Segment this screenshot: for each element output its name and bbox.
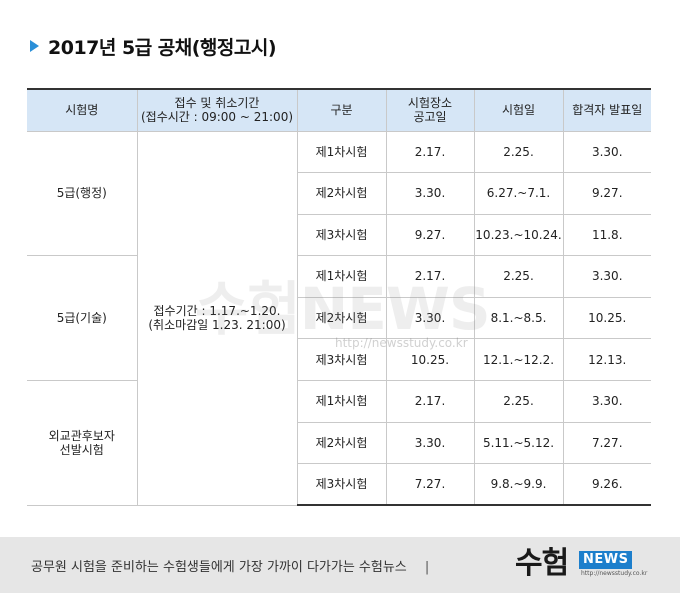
group-name: 5급(기술) xyxy=(56,310,107,325)
group-name-cell: 외교관후보자 선발시험 xyxy=(27,380,138,506)
table-row: 제3차시험 9.27. 10.23.~10.24. 11.8. xyxy=(27,213,651,257)
announce-date-cell: 9.27. xyxy=(562,172,651,215)
table-row: 5급(행정) 접수기간 : 1.17.~1.20. (취소마감일 1.23. 2… xyxy=(27,130,651,506)
registration-period-cell: 접수기간 : 1.17.~1.20. (취소마감일 1.23. 21:00) xyxy=(136,130,298,506)
table-row: 제3차시험 10.25. 12.1.~12.2. 12.13. xyxy=(27,338,651,382)
stage-cell: 제3차시험 xyxy=(297,213,387,257)
header-venue: 시험장소 공고일 xyxy=(385,88,475,132)
exam-date-cell: 2.25. xyxy=(473,255,564,298)
announce-date-cell: 9.26. xyxy=(562,463,651,507)
footer-separator: | xyxy=(424,560,430,575)
announce-date-cell: 12.13. xyxy=(562,338,651,382)
table-row: 외교관후보자 선발시험 제1차시험 2.17. 2.25. 3.30. xyxy=(27,380,651,506)
exam-date-cell: 2.25. xyxy=(473,130,564,174)
logo-news-badge: NEWS xyxy=(579,551,633,569)
stage-cell: 제1차시험 xyxy=(296,130,387,174)
group-name: 5급(행정) xyxy=(56,186,107,201)
header-category: 구분 xyxy=(296,88,387,132)
stage-cell: 제3차시험 xyxy=(297,338,387,382)
announce-date-cell: 7.27. xyxy=(562,421,651,465)
cancel-deadline: (취소마감일 1.23. 21:00) xyxy=(148,318,286,333)
exam-date-cell: 6.27.~7.1. xyxy=(473,172,564,215)
header-period: 접수 및 취소기간 (접수시간 : 09:00 ~ 21:00) xyxy=(136,88,298,132)
site-logo: 수험 NEWS http://newsstudy.co.kr xyxy=(515,547,655,581)
exam-date-cell: 8.1.~8.5. xyxy=(473,296,564,340)
venue-date-cell: 7.27. xyxy=(385,463,475,507)
group-name-line1: 외교관후보자 xyxy=(48,428,115,443)
footer-tagline-wrap: 공무원 시험을 준비하는 수험생들에게 가장 가까이 다가가는 수험뉴스 | xyxy=(31,556,429,575)
header-exam-name: 시험명 xyxy=(27,88,138,132)
logo-main-text: 수험 xyxy=(515,546,569,581)
header-venue-line2: 공고일 xyxy=(413,110,447,125)
logo-url: http://newsstudy.co.kr xyxy=(581,570,648,577)
exam-date-cell: 5.11.~5.12. xyxy=(473,421,564,465)
venue-date-cell: 3.30. xyxy=(385,172,475,215)
venue-date-cell: 2.17. xyxy=(385,380,475,423)
group-name-line2: 선발시험 xyxy=(59,442,104,457)
stage-cell: 제2차시험 xyxy=(297,421,387,465)
stage-cell: 제2차시험 xyxy=(297,172,387,215)
exam-date-cell: 9.8.~9.9. xyxy=(473,463,564,507)
stage-cell: 제1차시험 xyxy=(296,380,387,423)
footer-bar: 공무원 시험을 준비하는 수험생들에게 가장 가까이 다가가는 수험뉴스 | 수… xyxy=(0,537,680,593)
exam-date-cell: 10.23.~10.24. xyxy=(473,213,564,257)
stage-cell: 제2차시험 xyxy=(297,296,387,340)
page-header: 2017년 5급 공채(행정고시) xyxy=(30,34,277,59)
exam-schedule-table: 시험명 접수 및 취소기간 (접수시간 : 09:00 ~ 21:00) 구분 … xyxy=(27,88,651,507)
group-name-cell: 5급(기술) xyxy=(27,255,138,382)
table-row: 제2차시험 3.30. 8.1.~8.5. 10.25. xyxy=(27,296,651,340)
registration-period: 접수기간 : 1.17.~1.20. xyxy=(153,303,281,318)
page-title: 2017년 5급 공채(행정고시) xyxy=(48,36,277,59)
exam-date-cell: 2.25. xyxy=(473,380,564,423)
group-name-cell: 5급(행정) xyxy=(27,130,138,257)
header-period-line2: (접수시간 : 09:00 ~ 21:00) xyxy=(140,110,294,125)
venue-date-cell: 2.17. xyxy=(385,130,475,174)
footer-tagline: 공무원 시험을 준비하는 수험생들에게 가장 가까이 다가가는 수험뉴스 xyxy=(31,560,407,575)
header-exam-date: 시험일 xyxy=(473,88,564,132)
stage-cell: 제3차시험 xyxy=(297,463,387,507)
triangle-bullet-icon xyxy=(30,40,39,52)
venue-date-cell: 10.25. xyxy=(385,338,475,382)
venue-date-cell: 9.27. xyxy=(385,213,475,257)
table-header-row: 시험명 접수 및 취소기간 (접수시간 : 09:00 ~ 21:00) 구분 … xyxy=(27,88,651,132)
venue-date-cell: 3.30. xyxy=(385,421,475,465)
header-announce: 합격자 발표일 xyxy=(562,88,651,132)
header-period-line1: 접수 및 취소기간 xyxy=(174,95,260,110)
venue-date-cell: 2.17. xyxy=(385,255,475,298)
announce-date-cell: 3.30. xyxy=(562,130,651,174)
header-venue-line1: 시험장소 xyxy=(407,95,453,110)
announce-date-cell: 11.8. xyxy=(562,213,651,257)
table-row: 제3차시험 7.27. 9.8.~9.9. 9.26. xyxy=(27,463,651,507)
announce-date-cell: 3.30. xyxy=(562,380,651,423)
exam-date-cell: 12.1.~12.2. xyxy=(473,338,564,382)
stage-cell: 제1차시험 xyxy=(296,255,387,298)
table-row: 5급(기술) 제1차시험 2.17. 2.25. 3.30. xyxy=(27,255,651,382)
announce-date-cell: 10.25. xyxy=(562,296,651,340)
table-row: 제2차시험 3.30. 5.11.~5.12. 7.27. xyxy=(27,421,651,465)
announce-date-cell: 3.30. xyxy=(562,255,651,298)
venue-date-cell: 3.30. xyxy=(385,296,475,340)
